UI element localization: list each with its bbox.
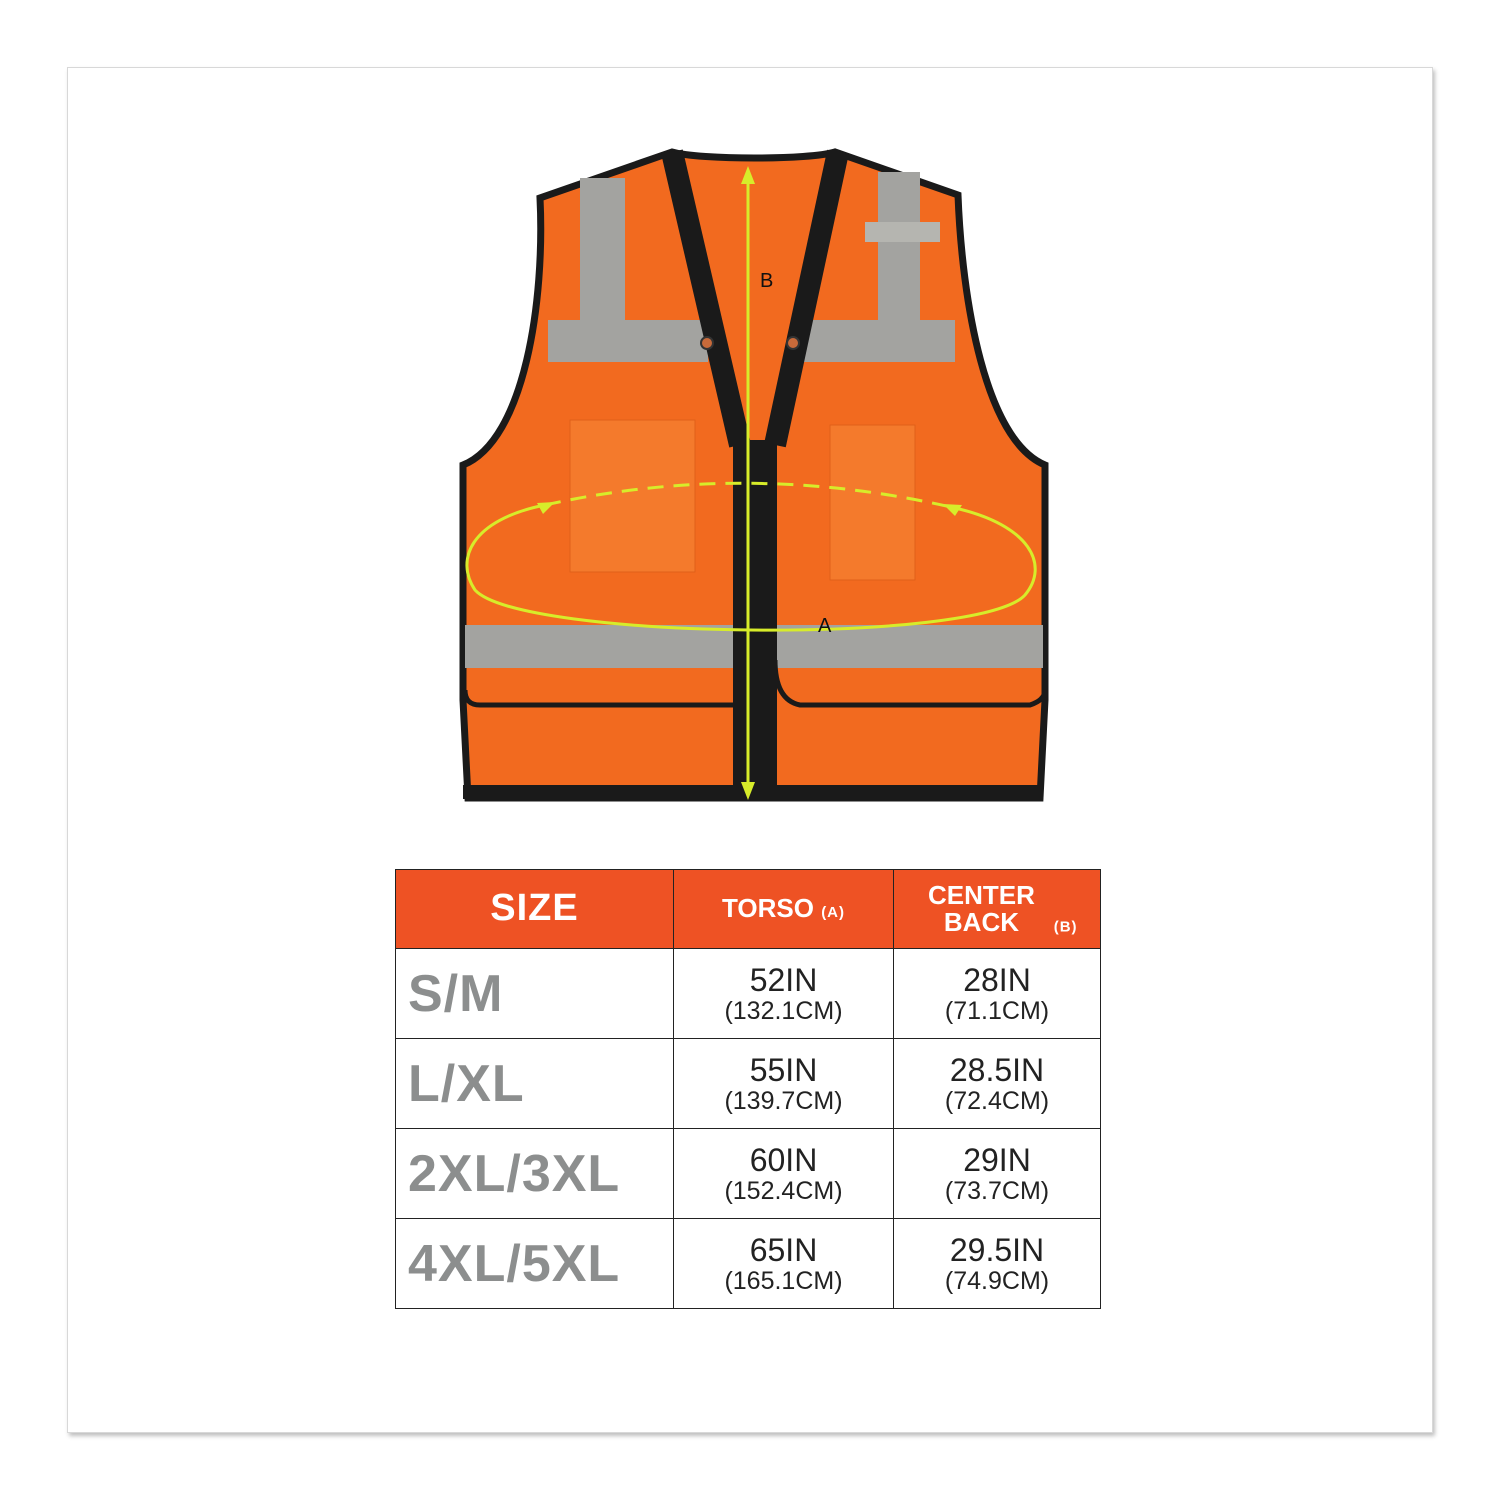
torso-cell: 55IN (139.7CM) bbox=[673, 1038, 894, 1129]
size-cell: 2XL/3XL bbox=[395, 1128, 674, 1219]
header-torso: TORSO (A) bbox=[673, 869, 894, 949]
arrow-down-icon bbox=[741, 782, 755, 800]
center-back-inches: 29IN bbox=[963, 1141, 1031, 1178]
lower-pocket-flap-right bbox=[772, 659, 1048, 708]
reflective-band-upper-left bbox=[548, 320, 708, 362]
center-back-inches: 28IN bbox=[963, 961, 1031, 998]
center-back-cm: (71.1CM) bbox=[944, 996, 1050, 1025]
torso-measure-back bbox=[544, 481, 956, 510]
id-tab bbox=[865, 222, 940, 242]
size-cell: S/M bbox=[395, 948, 674, 1039]
torso-inches: 55IN bbox=[749, 1051, 818, 1088]
torso-cm: (152.4CM) bbox=[724, 1176, 843, 1205]
center-back-inches: 29.5IN bbox=[949, 1231, 1045, 1268]
torso-cell: 60IN (152.4CM) bbox=[673, 1128, 894, 1219]
size-cell: L/XL bbox=[395, 1038, 674, 1129]
table-row: S/M 52IN (132.1CM) 28IN (71.1CM) bbox=[395, 948, 1101, 1039]
center-back-cell: 28IN (71.1CM) bbox=[893, 948, 1101, 1039]
table-row: 4XL/5XL 65IN (165.1CM) 29.5IN (74.9CM) bbox=[395, 1218, 1101, 1309]
chest-pocket-right bbox=[829, 424, 916, 581]
center-back-cm: (72.4CM) bbox=[944, 1086, 1050, 1115]
label-b: B bbox=[760, 270, 773, 292]
header-center-back: CENTER BACK (B) bbox=[893, 869, 1101, 949]
torso-inches: 65IN bbox=[749, 1231, 818, 1268]
label-a: A bbox=[818, 615, 832, 637]
torso-cm: (139.7CM) bbox=[724, 1086, 843, 1115]
arrow-left-icon bbox=[537, 502, 555, 514]
center-back-cell: 29.5IN (74.9CM) bbox=[893, 1218, 1101, 1309]
table-row: L/XL 55IN (139.7CM) 28.5IN (72.4CM) bbox=[395, 1038, 1101, 1129]
reflective-band-upper-right bbox=[800, 320, 955, 362]
front-trim-left bbox=[661, 149, 751, 448]
torso-measure-front bbox=[465, 503, 1037, 632]
arrow-up-icon bbox=[741, 166, 755, 184]
torso-inches: 52IN bbox=[749, 961, 818, 998]
center-back-cm: (74.9CM) bbox=[944, 1266, 1050, 1295]
torso-cell: 52IN (132.1CM) bbox=[673, 948, 894, 1039]
table-header-row: SIZE TORSO (A) CENTER BACK (B) bbox=[395, 869, 1101, 949]
front-trim-right bbox=[764, 149, 849, 448]
grommet-left bbox=[700, 336, 714, 350]
center-back-cm: (73.7CM) bbox=[944, 1176, 1050, 1205]
torso-inches: 60IN bbox=[749, 1141, 818, 1178]
reflective-strap-right bbox=[878, 172, 920, 322]
torso-cm: (132.1CM) bbox=[724, 996, 843, 1025]
table-row: 2XL/3XL 60IN (152.4CM) 29IN (73.7CM) bbox=[395, 1128, 1101, 1219]
bottom-trim bbox=[463, 785, 1043, 799]
lower-pocket-flap-left bbox=[462, 689, 735, 708]
torso-cell: 65IN (165.1CM) bbox=[673, 1218, 894, 1309]
center-back-cell: 28.5IN (72.4CM) bbox=[893, 1038, 1101, 1129]
reflective-strap-left bbox=[580, 178, 625, 320]
grommet-right bbox=[786, 336, 800, 350]
size-cell: 4XL/5XL bbox=[395, 1218, 674, 1309]
zipper-band bbox=[733, 440, 777, 798]
center-back-cell: 29IN (73.7CM) bbox=[893, 1128, 1101, 1219]
center-back-inches: 28.5IN bbox=[949, 1051, 1045, 1088]
size-chart-table: SIZE TORSO (A) CENTER BACK (B) S/M 52IN(… bbox=[395, 869, 1101, 1309]
vest-illustration: B A bbox=[459, 148, 1049, 802]
torso-cm: (165.1CM) bbox=[724, 1266, 843, 1295]
arrow-right-icon bbox=[943, 504, 962, 516]
header-size: SIZE bbox=[395, 869, 674, 949]
chest-pocket-left bbox=[569, 419, 696, 573]
